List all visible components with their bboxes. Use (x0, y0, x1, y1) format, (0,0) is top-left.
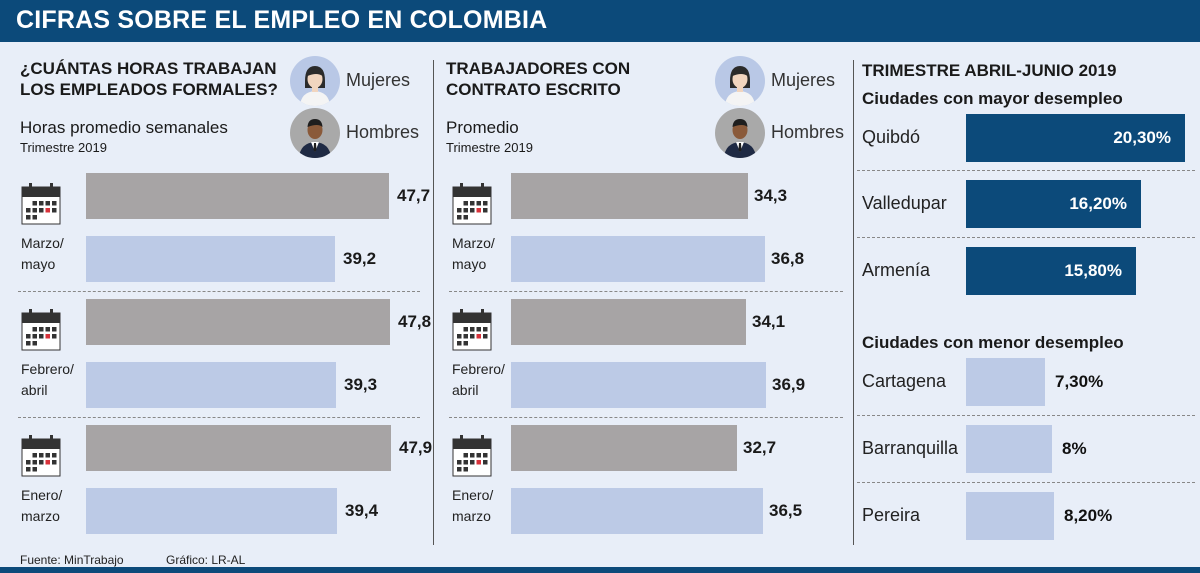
city-label: Cartagena (862, 371, 947, 391)
women-bar (511, 362, 766, 408)
woman-avatar-icon (290, 56, 340, 106)
city-value-label: 7,30% (1055, 372, 1104, 391)
calendar-icon (21, 435, 61, 477)
group-divider (449, 291, 843, 292)
page-title: CIFRAS SOBRE EL EMPLEO EN COLOMBIA (16, 6, 548, 34)
legend-women-label: Mujeres (771, 70, 836, 90)
panel1-subtitle: Horas promedio semanales (20, 118, 228, 137)
city-bar (966, 492, 1054, 540)
title-banner: CIFRAS SOBRE EL EMPLEO EN COLOMBIA (0, 0, 1200, 42)
panel2-subtitle2: Trimestre 2019 (446, 140, 533, 155)
period-label: Febrero/ (452, 361, 505, 377)
panel1-title: ¿CUÁNTAS HORAS TRABAJAN LOS EMPLEADOS FO… (20, 58, 278, 100)
bar-value-label: 34,3 (754, 186, 788, 205)
bar-value-label: 47,8 (398, 312, 432, 331)
city-bar (966, 358, 1045, 406)
bar-value-label: 47,7 (397, 186, 431, 205)
city-value-label: 15,80% (1064, 261, 1122, 280)
bar-value-label: 36,8 (771, 249, 805, 268)
legend-men-label: Hombres (771, 122, 845, 142)
men-bar (86, 299, 390, 345)
calendar-icon (452, 435, 492, 477)
legend-women-label: Mujeres (346, 70, 411, 90)
city-label: Valledupar (862, 193, 947, 213)
bar-value-label: 36,5 (769, 501, 803, 520)
period-label: marzo (21, 508, 60, 524)
woman-avatar-icon (715, 56, 765, 106)
low-unemployment-title: Ciudades con menor desempleo (862, 333, 1124, 352)
men-bar (86, 173, 389, 219)
group-divider (18, 291, 420, 292)
panel2-title-line2: CONTRATO ESCRITO (446, 80, 621, 99)
source-note: Fuente: MinTrabajo (20, 553, 124, 567)
bar-value-label: 47,9 (399, 438, 433, 457)
period-label: mayo (452, 256, 487, 272)
women-bar (511, 236, 765, 282)
men-bar (511, 299, 746, 345)
city-divider (857, 237, 1195, 238)
calendar-icon (452, 309, 492, 351)
panel3-title: TRIMESTRE ABRIL-JUNIO 2019 (862, 61, 1117, 80)
man-avatar-icon (290, 108, 340, 158)
bar-value-label: 34,1 (752, 312, 786, 331)
panel-divider (853, 60, 854, 545)
panel-divider (433, 60, 434, 545)
period-label: Marzo/ (452, 235, 495, 251)
women-bar (86, 236, 335, 282)
period-label: Febrero/ (21, 361, 74, 377)
city-label: Pereira (862, 505, 921, 525)
women-bar (86, 362, 336, 408)
city-bar (966, 180, 1141, 228)
panel1-title-line2: LOS EMPLEADOS FORMALES? (20, 80, 278, 99)
city-divider (857, 415, 1195, 416)
period-label: abril (21, 382, 48, 398)
calendar-icon (21, 309, 61, 351)
credit-note: Gráfico: LR-AL (166, 553, 246, 567)
city-divider (857, 170, 1195, 171)
women-bar (86, 488, 337, 534)
city-divider (857, 482, 1195, 483)
group-divider (18, 417, 420, 418)
bar-value-label: 39,3 (344, 375, 378, 394)
women-bar (511, 488, 763, 534)
panel1-title-line1: ¿CUÁNTAS HORAS TRABAJAN (20, 59, 277, 78)
city-value-label: 8,20% (1064, 506, 1113, 525)
bar-value-label: 32,7 (743, 438, 777, 457)
city-value-label: 8% (1062, 439, 1087, 458)
period-label: Enero/ (21, 487, 63, 503)
period-label: abril (452, 382, 479, 398)
bar-value-label: 39,4 (345, 501, 379, 520)
city-label: Armenía (862, 260, 931, 280)
men-bar (86, 425, 391, 471)
calendar-icon (21, 183, 61, 225)
high-unemployment-title: Ciudades con mayor desempleo (862, 89, 1123, 108)
panel2-subtitle: Promedio (446, 118, 519, 137)
legend-men-label: Hombres (346, 122, 420, 142)
calendar-icon (452, 183, 492, 225)
city-bar (966, 114, 1185, 162)
men-bar (511, 173, 748, 219)
bar-value-label: 36,9 (772, 375, 806, 394)
city-bar (966, 247, 1136, 295)
period-label: Marzo/ (21, 235, 64, 251)
panel2-title: TRABAJADORES CON CONTRATO ESCRITO (446, 58, 630, 100)
panel1-subtitle2: Trimestre 2019 (20, 140, 107, 155)
city-value-label: 16,20% (1069, 194, 1127, 213)
group-divider (449, 417, 843, 418)
city-value-label: 20,30% (1113, 128, 1171, 147)
men-bar (511, 425, 737, 471)
city-label: Barranquilla (862, 438, 959, 458)
man-avatar-icon (715, 108, 765, 158)
period-label: Enero/ (452, 487, 494, 503)
bottom-bar (0, 567, 1200, 573)
bar-value-label: 39,2 (343, 249, 377, 268)
panel2-title-line1: TRABAJADORES CON (446, 59, 631, 78)
city-bar (966, 425, 1052, 473)
period-label: mayo (21, 256, 56, 272)
city-label: Quibdó (862, 127, 921, 147)
period-label: marzo (452, 508, 491, 524)
